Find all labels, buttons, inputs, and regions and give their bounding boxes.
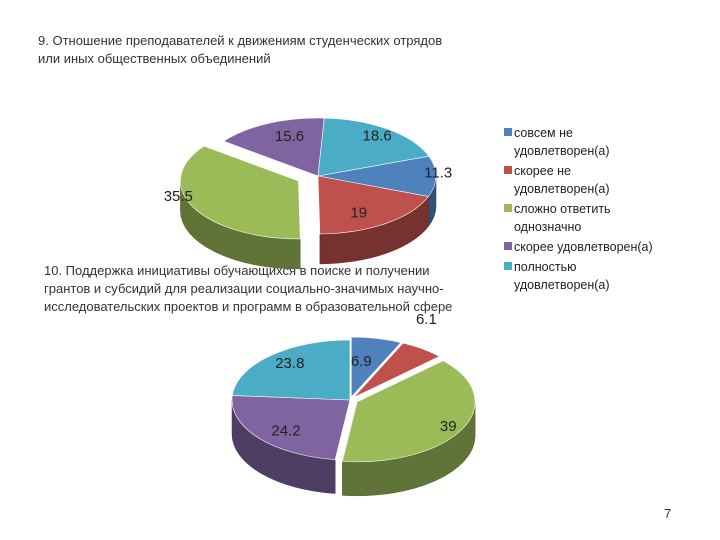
legend-label: скорее удовлетворен(а) <box>514 240 653 254</box>
pie-slice <box>231 395 351 460</box>
legend-swatch <box>504 262 512 270</box>
page-number: 7 <box>664 506 672 521</box>
pie-slice <box>317 117 430 177</box>
legend-label: совсем не удовлетворен(а) <box>514 126 610 158</box>
pie-slice <box>222 117 325 177</box>
pie-slice <box>317 155 437 197</box>
chart-title-q10: 10. Поддержка инициативы обучающихся в п… <box>44 263 453 314</box>
pie-slice <box>180 145 301 240</box>
legend-swatch <box>504 166 512 174</box>
pie-slice <box>341 360 476 463</box>
legend-item: скорее удовлетворен(а) <box>504 238 664 256</box>
legend-swatch <box>504 242 512 250</box>
pie-data-label: 6.1 <box>416 311 437 328</box>
legend-item: скорее не удовлетворен(а) <box>504 162 664 198</box>
pie-slice <box>353 342 441 398</box>
pie-data-label: 6.9 <box>351 353 372 370</box>
legend-label: сложно ответить однозначно <box>514 202 611 234</box>
pie-data-label: 39 <box>440 418 457 435</box>
chart-legend: совсем не удовлетворен(а) скорее не удов… <box>504 124 664 296</box>
legend-item: полностью удовлетворен(а) <box>504 258 664 294</box>
pie-data-label: 15.6 <box>275 128 304 145</box>
legend-item: сложно ответить однозначно <box>504 200 664 236</box>
pie-data-label: 19 <box>350 204 367 221</box>
legend-item: совсем не удовлетворен(а) <box>504 124 664 160</box>
pie-data-label: 35.5 <box>164 188 193 205</box>
legend-label: скорее не удовлетворен(а) <box>514 164 610 196</box>
legend-swatch <box>504 204 512 212</box>
pie-data-label: 23.8 <box>275 355 304 372</box>
pie-data-label: 18.6 <box>363 127 392 144</box>
pie-data-label: 24.2 <box>271 423 300 440</box>
legend-swatch <box>504 128 512 136</box>
pie-slice <box>350 336 402 398</box>
legend-label: полностью удовлетворен(а) <box>514 260 610 292</box>
pie-slice <box>231 339 351 401</box>
chart-title-q9: 9. Отношение преподавателей к движениям … <box>38 33 443 66</box>
pie-data-label: 11.3 <box>424 164 452 181</box>
pie-slice <box>317 175 429 235</box>
